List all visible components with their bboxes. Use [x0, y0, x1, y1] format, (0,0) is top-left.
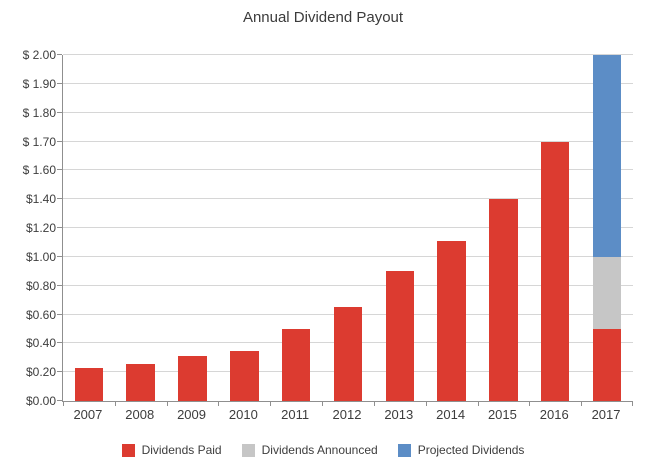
bar-segment-dividends-paid [385, 271, 415, 401]
y-axis-label: $1.20 [25, 221, 56, 235]
x-axis-label-2012: 2012 [332, 407, 362, 422]
y-axis-labels: $0.00 $0.20 $0.40 $0.60 $0.80 $1.00 $1.20 $1.40… [0, 48, 56, 408]
bar-segment-dividends-paid [489, 199, 518, 401]
bar-segment-dividends-paid [126, 363, 155, 401]
y-axis-label: $ 1.90 [22, 76, 56, 91]
gridline [63, 54, 633, 55]
y-axis-label: $ 1.80 [22, 105, 56, 120]
gridline [63, 140, 633, 142]
legend-item-projected-dividends: Projected Dividends [397, 443, 525, 457]
y-axis-label: $0.40 [25, 336, 56, 351]
x-axis-tick [166, 401, 168, 406]
y-axis-label: $ 2.00 [22, 48, 56, 62]
legend-swatch-icon [241, 443, 255, 457]
y-axis-tick [57, 140, 62, 142]
x-axis-label-2008: 2008 [125, 407, 155, 422]
x-axis-tick [373, 401, 375, 406]
y-axis-tick [57, 342, 62, 344]
bar-2017 [581, 55, 633, 401]
y-axis-label: $1.00 [25, 249, 56, 264]
legend-label: Dividends Announced [261, 443, 378, 457]
legend: Dividends Paid Dividends Announced Project… [0, 443, 646, 457]
x-axis-label-2013: 2013 [384, 407, 414, 422]
gridline [63, 111, 633, 113]
y-axis-label: $1.40 [25, 192, 56, 207]
bar-2010 [218, 55, 270, 401]
x-axis-tick [632, 401, 633, 406]
x-axis-tick [322, 401, 324, 406]
bar-segment-dividends-paid [540, 141, 570, 401]
legend-item-dividends-paid: Dividends Paid [121, 443, 222, 457]
bar-2013 [374, 55, 426, 401]
y-axis-tick [57, 82, 62, 84]
y-axis-label: $0.80 [25, 278, 56, 293]
gridline [63, 227, 633, 228]
y-axis-label: $ 1.60 [22, 163, 56, 178]
x-axis-tick [270, 401, 272, 406]
y-axis-tick [57, 371, 62, 373]
x-axis-label-2011: 2011 [281, 407, 310, 422]
bar-2007 [63, 55, 115, 401]
legend-label: Dividends Paid [141, 443, 222, 457]
legend-swatch-icon [121, 443, 135, 457]
x-axis-label-2010: 2010 [228, 407, 258, 422]
y-axis-tick [57, 284, 62, 286]
y-axis-tick [57, 227, 62, 228]
x-axis-label-2007: 2007 [73, 407, 103, 422]
bar-segment-dividends-paid [592, 328, 622, 401]
bar-segment-dividends-paid [437, 240, 466, 401]
y-axis-label: $0.60 [25, 307, 56, 322]
gridline [63, 169, 633, 171]
y-axis-tick [57, 255, 62, 257]
x-axis-tick [218, 401, 220, 406]
x-axis-tick [63, 401, 64, 406]
x-axis-tick [581, 401, 583, 406]
x-axis-label-2014: 2014 [436, 407, 466, 422]
bar-segment-dividends-announced [592, 256, 622, 329]
y-axis-tick [57, 111, 62, 113]
legend-label: Projected Dividends [417, 443, 525, 457]
bar-segment-dividends-paid [333, 307, 363, 401]
bars-container [63, 55, 633, 401]
bar-segment-projected-dividends [592, 55, 622, 257]
x-axis-label-2016: 2016 [539, 407, 569, 422]
bar-segment-dividends-paid [178, 356, 207, 401]
gridline [63, 198, 633, 200]
gridline [63, 284, 633, 286]
y-axis-label: $0.00 [25, 394, 56, 408]
legend-swatch-icon [397, 443, 411, 457]
y-axis-tick [57, 313, 62, 315]
x-axis-tick [529, 401, 531, 406]
x-axis-labels: 2007 2008 2009 2010 2011 2012 2013 2014 2015 2016… [62, 407, 632, 422]
bar-2008 [115, 55, 167, 401]
y-axis-tick [57, 198, 62, 200]
y-axis-tick [57, 169, 62, 171]
bar-2016 [529, 55, 581, 401]
bar-2011 [270, 55, 322, 401]
bar-segment-dividends-paid [74, 367, 104, 401]
chart-title: Annual Dividend Payout [242, 9, 404, 26]
bar-2015 [478, 55, 530, 401]
bar-segment-dividends-paid [230, 350, 259, 401]
y-axis-label: $ 1.70 [22, 134, 56, 149]
bar-segment-dividends-paid [281, 328, 311, 401]
x-axis-tick [114, 401, 116, 406]
x-axis-tick [477, 401, 479, 406]
gridline [63, 255, 633, 257]
bar-2009 [167, 55, 219, 401]
x-axis-label-2017: 2017 [591, 407, 621, 422]
y-axis-label: $0.20 [25, 365, 56, 380]
gridline [63, 82, 633, 84]
y-axis-tick [57, 54, 62, 55]
bar-2012 [322, 55, 374, 401]
x-axis-label-2009: 2009 [177, 407, 206, 422]
plot-area [57, 54, 633, 406]
y-axis-tick [57, 400, 62, 401]
x-axis-label-2015: 2015 [487, 407, 517, 422]
bar-2014 [426, 55, 478, 401]
x-axis-tick [425, 401, 427, 406]
legend-item-dividends-announced: Dividends Announced [241, 443, 378, 457]
